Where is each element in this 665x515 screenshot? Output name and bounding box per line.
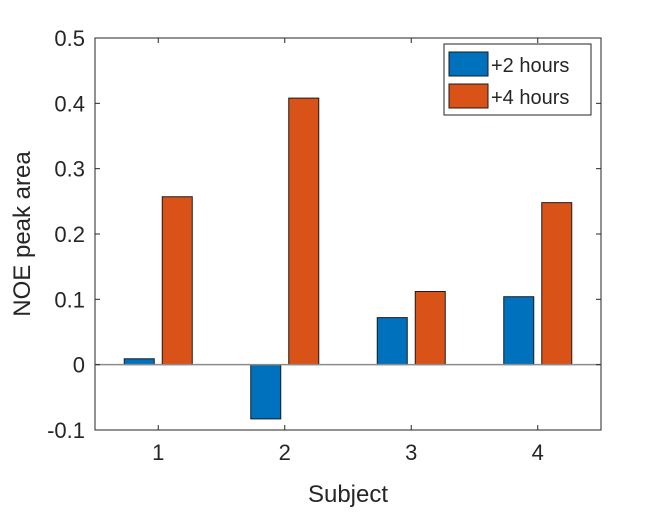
legend-label: +4 hours [491,87,569,109]
legend: +2 hours +4 hours [443,43,592,116]
bar-2-1 [161,196,193,366]
legend-swatch [448,83,489,109]
legend-label: +2 hours [491,55,569,77]
bar-1-4 [503,296,535,366]
bar-2-3 [414,290,446,366]
y-tick-label: 0.3 [54,157,85,182]
x-tick-label: 3 [405,440,417,465]
y-tick-label: 0.2 [54,222,85,247]
x-tick-label: 1 [152,440,164,465]
y-axis-label: NOE peak area [9,151,36,317]
y-tick-label: 0.5 [54,26,85,51]
y-tick-label: 0.4 [54,91,85,116]
bar-1-1 [123,358,155,366]
x-tick-label: 4 [532,440,544,465]
x-axis-label: Subject [308,481,388,508]
x-tick-label: 2 [279,440,291,465]
y-tick-label: 0 [73,353,85,378]
y-tick-label: -0.1 [47,418,85,443]
bar-2-4 [541,202,573,366]
bar-2-2 [288,97,320,366]
bar-1-2 [250,364,282,420]
y-tick-label: 0.1 [54,287,85,312]
legend-swatch [448,51,489,77]
bar-1-3 [376,317,408,366]
